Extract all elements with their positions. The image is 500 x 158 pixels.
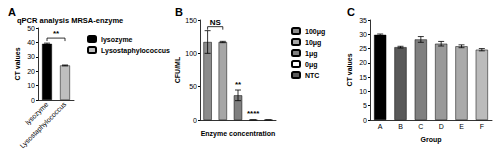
- svg-text:5: 5: [363, 102, 367, 109]
- svg-text:CT values: CT values: [346, 53, 353, 86]
- svg-text:0: 0: [193, 117, 197, 124]
- svg-text:lysozyme: lysozyme: [23, 100, 50, 127]
- svg-text:NTC: NTC: [305, 72, 319, 79]
- svg-text:**: **: [53, 29, 60, 38]
- svg-text:Lysostaphylococcus: Lysostaphylococcus: [101, 47, 170, 55]
- svg-text:lysozyme: lysozyme: [101, 36, 133, 44]
- svg-text:10μg: 10μg: [305, 39, 321, 47]
- svg-text:CFU/ML: CFU/ML: [174, 56, 181, 83]
- svg-text:0: 0: [363, 117, 367, 124]
- svg-text:0μg: 0μg: [305, 61, 317, 69]
- svg-text:35: 35: [359, 17, 367, 24]
- svg-text:50: 50: [27, 25, 35, 32]
- svg-text:C: C: [347, 6, 355, 18]
- svg-text:10: 10: [359, 88, 367, 95]
- svg-text:C: C: [418, 123, 423, 130]
- svg-text:1μg: 1μg: [305, 50, 317, 58]
- svg-text:Enzyme concentration: Enzyme concentration: [201, 130, 276, 138]
- svg-text:0: 0: [31, 97, 35, 104]
- svg-text:Group: Group: [421, 136, 442, 144]
- svg-text:NS: NS: [210, 18, 222, 27]
- svg-text:D: D: [439, 123, 444, 130]
- svg-text:E: E: [459, 123, 464, 130]
- svg-text:30: 30: [359, 31, 367, 38]
- svg-text:A: A: [8, 6, 16, 18]
- svg-text:A: A: [378, 123, 383, 130]
- svg-text:B: B: [175, 6, 183, 18]
- svg-text:30: 30: [27, 53, 35, 60]
- svg-text:F: F: [480, 123, 484, 130]
- svg-text:CT values: CT values: [14, 47, 21, 80]
- svg-text:10: 10: [27, 82, 35, 89]
- svg-text:20: 20: [359, 59, 367, 66]
- svg-text:15: 15: [359, 74, 367, 81]
- svg-text:****: ****: [247, 109, 260, 118]
- svg-text:150: 150: [185, 17, 197, 24]
- svg-text:100: 100: [185, 50, 197, 57]
- svg-text:B: B: [398, 123, 403, 130]
- svg-text:25: 25: [359, 45, 367, 52]
- svg-text:40: 40: [27, 39, 35, 46]
- svg-text:50: 50: [189, 83, 197, 90]
- svg-text:Lysostaphylococcus: Lysostaphylococcus: [19, 100, 69, 150]
- svg-text:**: **: [235, 80, 242, 89]
- svg-text:qPCR analysis MRSA-enzyme: qPCR analysis MRSA-enzyme: [17, 16, 123, 25]
- svg-text:20: 20: [27, 68, 35, 75]
- svg-text:100μg: 100μg: [305, 28, 325, 36]
